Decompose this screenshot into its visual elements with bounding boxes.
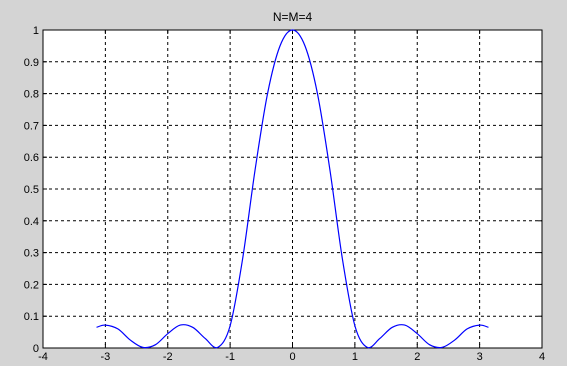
chart-title: N=M=4 bbox=[273, 10, 313, 24]
y-tick-label: 0.9 bbox=[24, 57, 39, 69]
x-tick-label: 3 bbox=[477, 351, 483, 363]
y-tick-label: 0.2 bbox=[24, 279, 39, 291]
y-tick-label: 0.1 bbox=[24, 311, 39, 323]
x-tick-label: 1 bbox=[352, 351, 358, 363]
y-tick-label: 0.5 bbox=[24, 184, 39, 196]
x-tick-label: -4 bbox=[38, 351, 48, 363]
y-tick-label: 0.7 bbox=[24, 120, 39, 132]
y-tick-label: 1 bbox=[33, 25, 39, 37]
x-axis-tick-labels: -4 -3 -2 -1 0 1 2 3 4 bbox=[38, 351, 545, 363]
y-tick-label: 0 bbox=[33, 343, 39, 355]
y-axis-tick-labels: 0 0.1 0.2 0.3 0.4 0.5 0.6 0.7 0.8 0.9 1 bbox=[24, 25, 39, 355]
series-line bbox=[96, 29, 489, 349]
grid-lines bbox=[43, 30, 542, 348]
x-tick-label: -3 bbox=[100, 351, 110, 363]
x-tick-label: 2 bbox=[414, 351, 420, 363]
x-tick-label: -1 bbox=[225, 351, 235, 363]
x-tick-label: 4 bbox=[539, 351, 545, 363]
y-tick-label: 0.3 bbox=[24, 248, 39, 260]
y-tick-label: 0.8 bbox=[24, 89, 39, 101]
x-tick-label: -2 bbox=[163, 351, 173, 363]
y-tick-label: 0.6 bbox=[24, 152, 39, 164]
y-tick-label: 0.4 bbox=[24, 216, 39, 228]
axis-ticks bbox=[42, 29, 543, 349]
x-tick-label: 0 bbox=[289, 351, 295, 363]
